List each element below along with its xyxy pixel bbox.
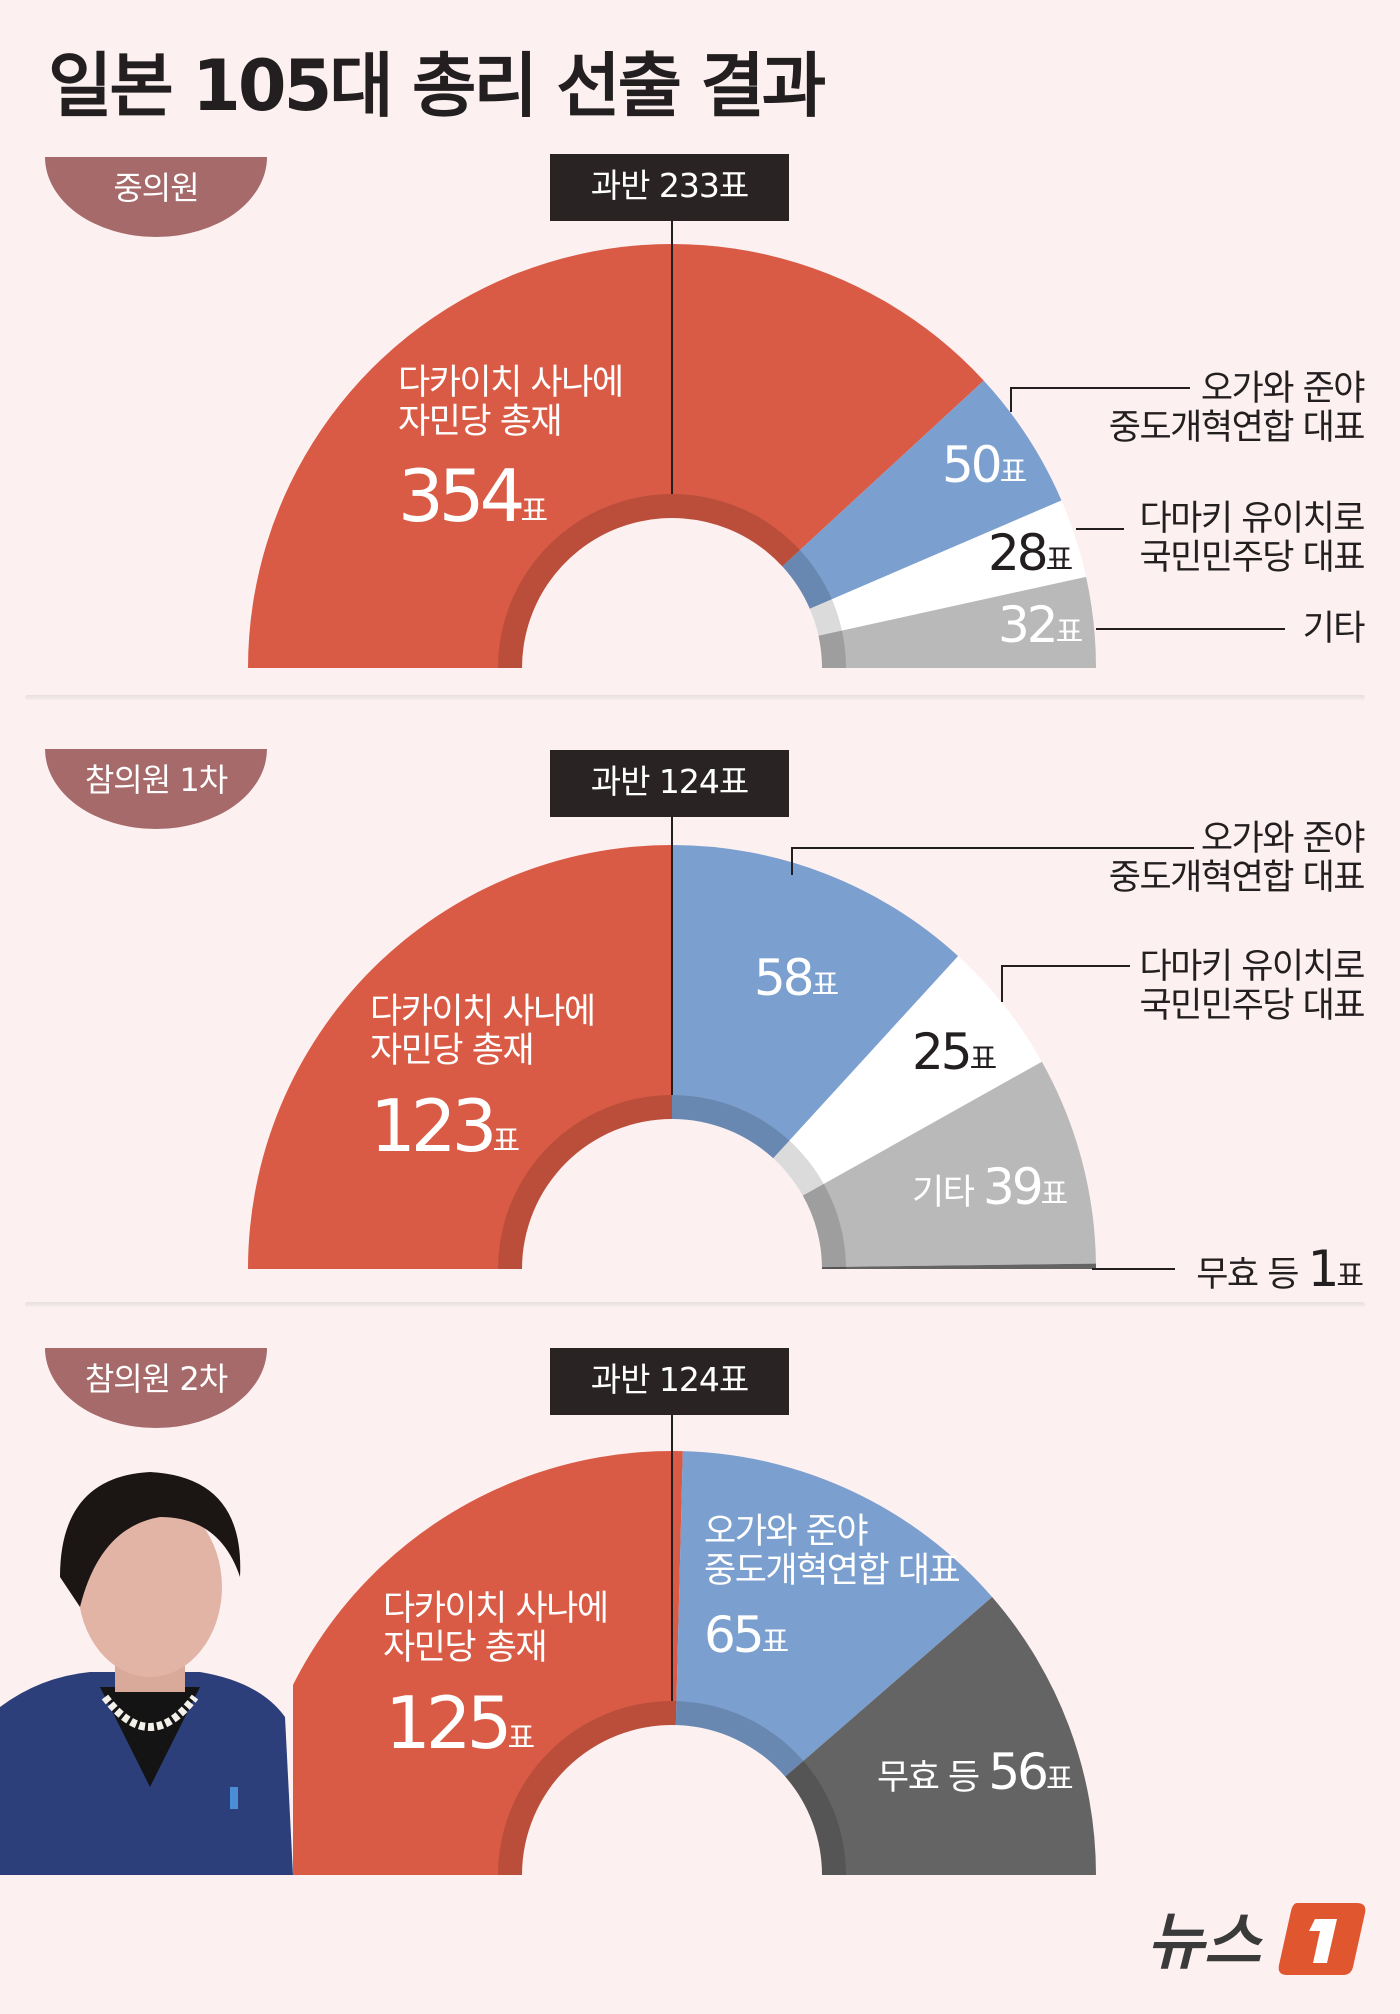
value-unit: 표 — [1045, 543, 1074, 578]
label-line: 중도개혁연합 대표 — [1108, 858, 1366, 898]
label-line: 다카이치 사나에 — [398, 363, 624, 403]
value-unit: 표 — [1046, 1762, 1074, 1797]
label-line: 국민민주당 대표 — [1139, 986, 1365, 1026]
value-number: 32 — [998, 596, 1059, 654]
slice-오가와-준야-중도개혁연합-대표 — [675, 1451, 993, 1777]
value-unit: 표 — [811, 968, 840, 1003]
slice-기타 — [802, 1061, 1096, 1268]
value-number: 354 — [398, 454, 525, 538]
value-number: 39 — [983, 1158, 1044, 1216]
value-number: 56 — [988, 1743, 1049, 1801]
news1-logo: 뉴스 — [1147, 1897, 1367, 1979]
majority-box: 과반 124표 — [550, 1348, 789, 1415]
value-other: 기타 39표 — [912, 1162, 1068, 1214]
label-line: 중도개혁연합 대표 — [704, 1551, 961, 1591]
value-number: 58 — [754, 949, 815, 1007]
inner-ring-shade — [498, 1095, 846, 1269]
leader-line — [1010, 387, 1190, 412]
slice-다카이치-사나에-자민당-총재 — [248, 243, 984, 668]
value-invalid: 무효 등 56표 — [877, 1747, 1074, 1799]
section-divider — [25, 695, 1365, 700]
label-line: 자민당 총재 — [370, 1031, 535, 1071]
value-ldp: 125표 — [385, 1687, 535, 1759]
value-ldp: 354표 — [398, 460, 548, 532]
slice-기타 — [818, 576, 1096, 668]
page-title: 일본 105대 총리 선출 결과 — [48, 45, 826, 127]
legend-cdp: 오가와 준야 중도개혁연합 대표 — [1108, 369, 1366, 448]
slice-다카이치-사나에-자민당-총재 — [248, 1451, 683, 1875]
label-line: 중도개혁연합 대표 — [1108, 408, 1366, 448]
label-line: 다마키 유이치로 — [1139, 499, 1365, 539]
value-number: 65 — [704, 1606, 765, 1664]
label-cdp-name: 오가와 준야 중도개혁연합 대표 — [704, 1512, 961, 1591]
label-line: 오가와 준야 — [704, 1512, 869, 1552]
inner-ring-shade — [498, 494, 846, 668]
leader-line — [1001, 965, 1130, 1002]
value-number: 125 — [385, 1681, 512, 1765]
value-unit: 표 — [999, 455, 1028, 490]
svg-text:뉴스: 뉴스 — [1147, 1905, 1263, 1978]
legend-other: 기타 — [1302, 609, 1366, 649]
value-unit: 표 — [492, 1124, 521, 1159]
value-cdp: 50표 — [942, 440, 1027, 492]
value-unit: 표 — [1055, 615, 1084, 650]
label-line: 다마키 유이치로 — [1139, 947, 1365, 987]
value-cdp: 58표 — [754, 953, 839, 1005]
value-unit: 표 — [520, 494, 549, 529]
label-line: 무효 등 — [877, 1758, 980, 1798]
value-unit: 표 — [1040, 1177, 1069, 1212]
label-line: 자민당 총재 — [398, 402, 563, 442]
majority-box: 과반 124표 — [550, 750, 789, 817]
value-number: 50 — [942, 436, 1003, 494]
value-dpp: 25표 — [912, 1027, 997, 1079]
label-line: 기타 — [912, 1173, 975, 1213]
takaichi-photo — [0, 1457, 293, 1875]
label-line: 무효 등 — [1196, 1255, 1299, 1295]
label-line: 자민당 총재 — [383, 1628, 548, 1668]
label-line: 오가와 준야 — [1200, 819, 1366, 859]
label-ldp-name: 다카이치 사나에 자민당 총재 — [383, 1589, 609, 1668]
legend-dpp: 다마키 유이치로 국민민주당 대표 — [1139, 947, 1365, 1026]
value-cdp: 65표 — [704, 1610, 789, 1662]
value-other: 32표 — [998, 600, 1083, 652]
label-ldp-name: 다카이치 사나에 자민당 총재 — [398, 363, 624, 442]
slice-오가와-준야-중도개혁연합-대표 — [782, 380, 1062, 609]
majority-box: 과반 233표 — [550, 154, 789, 221]
value-number: 123 — [370, 1084, 497, 1168]
value-number: 1 — [1307, 1240, 1340, 1298]
label-line: 오가와 준야 — [1200, 369, 1366, 409]
news1-logo-mark: 뉴스 — [1147, 1903, 1366, 1978]
leader-line — [791, 847, 1194, 875]
value-ldp: 123표 — [370, 1090, 520, 1162]
inner-ring-shade — [498, 1701, 846, 1875]
label-ldp-name: 다카이치 사나에 자민당 총재 — [370, 992, 596, 1071]
value-unit: 표 — [1336, 1259, 1364, 1294]
label-line: 다카이치 사나에 — [383, 1589, 609, 1629]
value-number: 28 — [988, 524, 1049, 582]
legend-cdp: 오가와 준야 중도개혁연합 대표 — [1108, 819, 1366, 898]
value-unit: 표 — [969, 1042, 998, 1077]
slice-무효-등 — [785, 1596, 1096, 1875]
value-unit: 표 — [507, 1721, 536, 1756]
legend-invalid: 무효 등 1표 — [1196, 1244, 1364, 1296]
legend-dpp: 다마키 유이치로 국민민주당 대표 — [1139, 499, 1365, 578]
label-line: 다카이치 사나에 — [370, 992, 596, 1032]
slice-다마키-유이치로-국민민주당-대표 — [809, 500, 1087, 636]
value-dpp: 28표 — [988, 528, 1073, 580]
slice-다마키-유이치로-국민민주당-대표 — [773, 956, 1042, 1196]
slice-오가와-준야-중도개혁연합-대표 — [672, 845, 959, 1159]
value-unit: 표 — [761, 1625, 790, 1660]
label-line: 국민민주당 대표 — [1139, 538, 1365, 578]
value-number: 25 — [912, 1023, 973, 1081]
slice-다카이치-사나에-자민당-총재 — [248, 845, 672, 1269]
slice-무효-등 — [821, 1263, 1096, 1269]
section-divider — [25, 1302, 1365, 1307]
